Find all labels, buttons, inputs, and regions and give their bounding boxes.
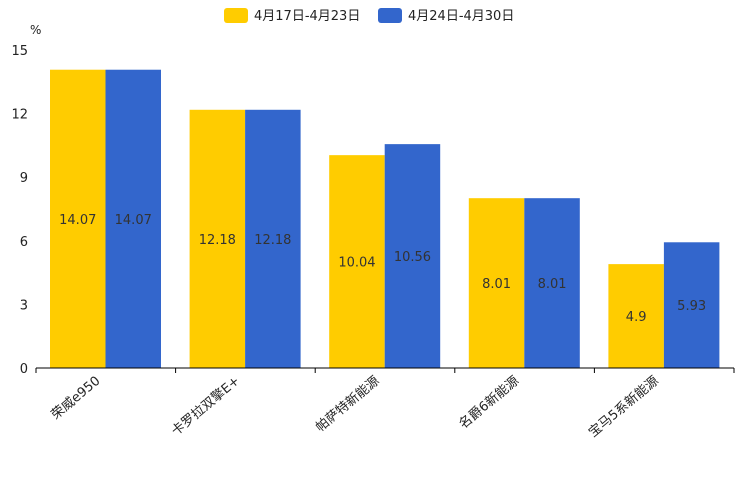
y-axis-ticks: 0 3 6 9 12 15 (11, 44, 28, 377)
data-labels: 14.07 14.07 12.18 12.18 10.04 10.56 8.01 8.01 4.… (59, 213, 706, 325)
bar-series1-1 (50, 69, 106, 368)
data-label-series2-3: 10.56 (394, 250, 431, 265)
bar-series2-5 (663, 242, 720, 368)
x-axis (35, 367, 735, 373)
category-label-3: 帕萨特新能源 (313, 373, 383, 435)
data-label-series1-1: 14.07 (59, 213, 96, 228)
legend-label-1: 4月17日-4月23日 (254, 9, 360, 24)
bar-series2-1 (105, 69, 161, 368)
data-label-series1-3: 10.04 (338, 256, 375, 271)
bar-series2-4 (524, 198, 580, 368)
bar-series1-5 (608, 264, 664, 368)
bars (50, 69, 720, 368)
category-label-1: 荣威e950 (49, 374, 104, 423)
data-label-series2-2: 12.18 (254, 233, 291, 248)
y-tick-label-5: 15 (11, 44, 28, 59)
data-label-series1-2: 12.18 (199, 233, 236, 248)
y-tick-label-3: 9 (20, 171, 28, 186)
data-label-series1-5: 4.9 (626, 310, 647, 325)
y-axis-unit-label: % (30, 23, 41, 37)
bar-series2-2 (245, 109, 301, 368)
category-label-4: 名爵6新能源 (456, 373, 522, 432)
category-labels: 荣威e950 卡罗拉双擎E+ 帕萨特新能源 名爵6新能源 宝马5系新能源 (49, 373, 662, 441)
legend: 4月17日-4月23日 4月24日-4月30日 (224, 8, 514, 24)
y-tick-label-0: 0 (20, 362, 28, 377)
data-label-series2-5: 5.93 (677, 299, 706, 314)
category-label-5: 宝马5系新能源 (585, 373, 661, 441)
legend-swatch-1 (224, 8, 248, 23)
category-label-2: 卡罗拉双擎E+ (169, 374, 243, 440)
y-tick-label-2: 6 (20, 235, 28, 250)
data-label-series2-1: 14.07 (115, 213, 152, 228)
data-label-series2-4: 8.01 (538, 277, 567, 292)
y-tick-label-4: 12 (11, 108, 28, 123)
data-label-series1-4: 8.01 (482, 277, 511, 292)
y-tick-label-1: 3 (20, 298, 28, 313)
bar-series1-4 (468, 198, 525, 368)
bar-series1-3 (329, 155, 385, 368)
bar-series1-2 (189, 109, 246, 368)
legend-label-2: 4月24日-4月30日 (408, 9, 514, 24)
bar-series2-3 (384, 144, 441, 368)
legend-swatch-2 (378, 8, 402, 23)
